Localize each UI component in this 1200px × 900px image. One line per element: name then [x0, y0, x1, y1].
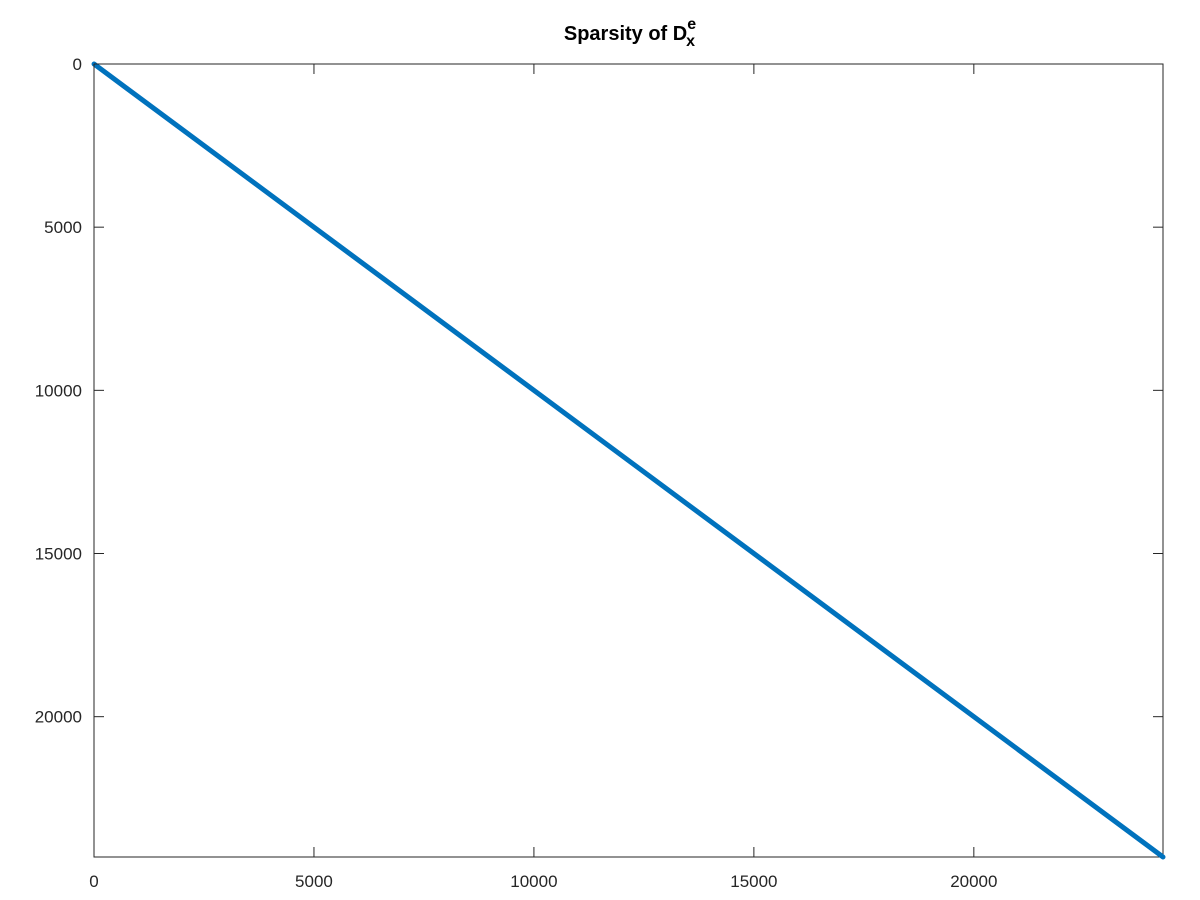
- data-marks: [91, 61, 1166, 860]
- y-tick-label: 5000: [44, 218, 82, 237]
- axes: [93, 63, 1164, 858]
- ticks: 0 5000 10000 15000 20000 0 5000 10000 15000 20000: [35, 55, 1163, 891]
- x-tick-label: 10000: [510, 872, 557, 891]
- y-tick-label: 10000: [35, 381, 82, 400]
- x-tick-label: 5000: [295, 872, 333, 891]
- y-tick-label: 20000: [35, 708, 82, 727]
- x-tick-label: 15000: [730, 872, 777, 891]
- x-tick-label: 20000: [950, 872, 997, 891]
- y-tick-label: 15000: [35, 545, 82, 564]
- y-tick-label: 0: [73, 55, 82, 74]
- x-tick-label: 0: [89, 872, 98, 891]
- plot-area-frame: [93, 63, 1164, 858]
- nonzero-diagonal-0: [91, 61, 1166, 860]
- chart-title: Sparsity of De x: [564, 16, 696, 50]
